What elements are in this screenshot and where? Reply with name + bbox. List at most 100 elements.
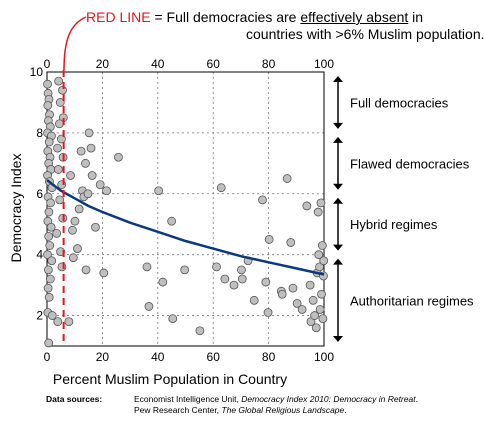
data-point-102 [313, 207, 323, 217]
source-1-end: . [415, 394, 418, 404]
data-point-52 [73, 244, 82, 253]
data-point-78 [212, 262, 221, 272]
grid [46, 71, 325, 346]
sources-label: Data sources: [46, 394, 103, 404]
data-point-67 [68, 253, 78, 263]
trend-curve [46, 179, 325, 276]
x-tick-label-top-0: 0 [44, 57, 51, 71]
data-point-68 [81, 265, 91, 275]
data-point-92 [288, 283, 298, 293]
red-line-connector [63, 16, 87, 71]
data-point-86 [258, 195, 267, 205]
data-point-71 [154, 186, 164, 196]
y-tick-label-0: 2 [36, 309, 43, 323]
data-point-48 [53, 317, 63, 327]
data-point-60 [86, 143, 96, 153]
x-tick-label-bottom-1: 20 [96, 350, 110, 364]
data-point-59 [84, 128, 94, 138]
source-2-end: . [344, 405, 347, 415]
data-point-21 [46, 222, 56, 232]
x-tick-label-top-4: 80 [262, 57, 276, 71]
data-point-58 [83, 189, 93, 199]
data-point-63 [95, 180, 105, 190]
data-point-33 [54, 76, 64, 86]
regime-arrow-up-3 [333, 258, 343, 265]
source-2: Pew Research Center, The Global Religiou… [134, 405, 347, 416]
x-tick-label-bottom-5: 100 [314, 350, 334, 364]
annotation-line-1: RED LINE = Full democracies are effectiv… [86, 9, 423, 26]
data-point-24 [43, 250, 52, 260]
data-point-3 [43, 101, 53, 110]
data-point-111 [319, 256, 329, 266]
data-point-103 [314, 250, 324, 260]
regime-arrow-down-2 [333, 244, 343, 251]
data-point-50 [68, 225, 77, 235]
data-point-28 [43, 283, 53, 293]
y-tick-label-4: 10 [30, 65, 44, 79]
plot-frame [46, 71, 325, 347]
data-point-49 [66, 171, 75, 180]
data-point-62 [91, 222, 100, 232]
data-point-95 [302, 201, 312, 211]
data-point-107 [317, 289, 326, 299]
annotation-underlined: effectively absent [300, 9, 409, 25]
y-tick-label-3: 8 [36, 126, 43, 140]
data-point-43 [55, 195, 65, 205]
data-point-94 [297, 305, 307, 314]
data-point-83 [237, 274, 247, 284]
x-tick-label-bottom-3: 60 [207, 350, 221, 364]
data-point-82 [237, 265, 246, 275]
data-point-64 [102, 186, 111, 196]
source-2-title: The Global Religious Landscape [221, 405, 345, 415]
source-2-org: Pew Research Center, [134, 405, 222, 415]
annotation-prefix: = Full democracies are [150, 9, 301, 25]
regime-label-0: Full democracies [350, 95, 449, 110]
data-point-100 [311, 323, 321, 333]
y-axis-label: Democracy Index [8, 154, 24, 263]
data-point-39 [53, 143, 62, 153]
data-point-54 [76, 146, 86, 156]
data-point-25 [47, 256, 57, 266]
regime-arrow-up-0 [333, 76, 343, 82]
x-tick-label-top-5: 100 [314, 57, 334, 71]
data-point-66 [64, 317, 74, 327]
data-point-81 [229, 280, 239, 290]
data-point-70 [142, 262, 152, 272]
data-point-85 [249, 295, 259, 305]
data-point-32 [44, 338, 54, 348]
regime-arrow-down-1 [333, 183, 343, 190]
data-point-53 [74, 204, 84, 214]
data-point-93 [292, 298, 302, 308]
data-point-73 [158, 277, 168, 287]
data-point-96 [305, 280, 315, 290]
data-point-105 [315, 305, 325, 314]
x-tick-label-bottom-0: 0 [44, 350, 51, 364]
data-point-31 [47, 311, 57, 320]
data-point-23 [45, 241, 55, 250]
data-point-106 [316, 198, 326, 208]
regime-label-3: Authoritarian regimes [350, 293, 474, 308]
data-point-18 [46, 198, 56, 208]
y-tick-label-1: 4 [36, 248, 43, 262]
data-point-34 [58, 85, 67, 95]
data-point-51 [70, 216, 80, 226]
regime-arrow-down-0 [333, 122, 343, 129]
data-point-91 [282, 174, 292, 183]
x-tick-label-top-2: 40 [151, 57, 165, 71]
data-point-61 [87, 171, 97, 180]
data-point-26 [43, 265, 53, 275]
data-point-87 [261, 277, 271, 287]
data-point-77 [195, 326, 205, 336]
regime-arrow-up-1 [333, 136, 343, 143]
regime-arrow-up-2 [333, 197, 343, 204]
regime-arrow-down-3 [333, 336, 343, 342]
data-point-72 [144, 302, 154, 311]
x-tick-label-bottom-2: 40 [151, 350, 165, 364]
data-point-108 [317, 241, 327, 250]
data-point-98 [308, 295, 318, 305]
annotation-suffix: in [408, 9, 424, 25]
data-point-109 [318, 314, 328, 324]
data-point-37 [55, 119, 64, 129]
data-points [43, 76, 329, 348]
